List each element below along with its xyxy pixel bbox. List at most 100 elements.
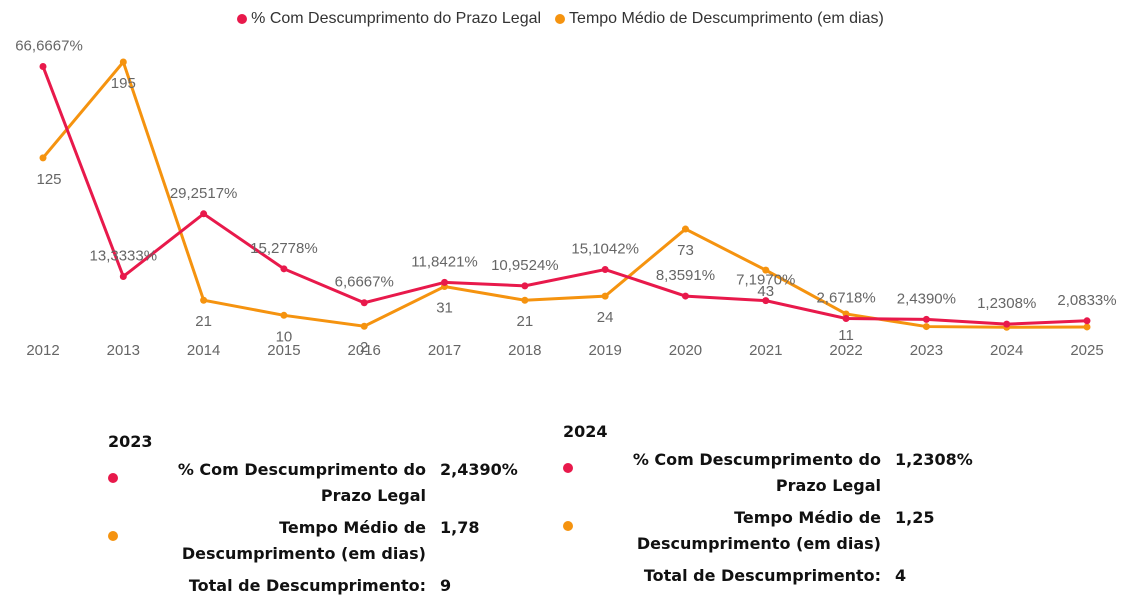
data-label: 7,1970% xyxy=(736,272,795,289)
tooltip-row: Total de Descumprimento: 4 xyxy=(563,563,973,589)
tooltip-label: % Com Descumprimento do Prazo Legal xyxy=(177,460,426,505)
tooltip-dot xyxy=(563,521,573,531)
point xyxy=(601,266,609,274)
point xyxy=(39,62,47,70)
point xyxy=(762,266,770,274)
data-label: 15,1042% xyxy=(571,240,639,257)
tooltip-dot-cell xyxy=(563,505,581,557)
tooltip-dot-cell xyxy=(108,573,126,599)
point xyxy=(601,292,609,300)
point xyxy=(360,299,368,307)
data-label: 15,2778% xyxy=(250,240,318,257)
data-label: 6,6667% xyxy=(335,274,394,291)
data-label: 125 xyxy=(36,171,61,188)
data-label: 2,4390% xyxy=(897,290,956,307)
legend-item: % Com Descumprimento do Prazo Legal xyxy=(237,10,541,28)
series-line xyxy=(41,58,1088,329)
legend-label: Tempo Médio de Descumprimento (em dias) xyxy=(569,10,884,27)
data-label: 13,3333% xyxy=(90,247,158,264)
x-tick-label: 2013 xyxy=(107,342,140,359)
point xyxy=(119,272,127,280)
tooltip-value: 4 xyxy=(895,566,907,585)
data-label: 2 xyxy=(360,339,368,356)
series-line xyxy=(41,65,1088,326)
data-label: 11 xyxy=(838,327,854,344)
x-tick-label: 2018 xyxy=(508,342,541,359)
data-label: 43 xyxy=(757,283,774,300)
point xyxy=(1083,317,1091,325)
tooltip-row: Tempo Médio de Descumprimento (em dias) 1… xyxy=(108,515,518,567)
data-label: 29,2517% xyxy=(170,185,238,202)
x-tick-label: 2012 xyxy=(26,342,59,359)
point xyxy=(681,225,689,233)
legend-label: % Com Descumprimento do Prazo Legal xyxy=(251,10,542,27)
data-label: 10,9524% xyxy=(491,257,559,274)
data-label: 66,6667% xyxy=(15,37,83,54)
point xyxy=(1003,320,1011,328)
tooltip-label: Total de Descumprimento: xyxy=(188,576,426,595)
point xyxy=(441,278,449,286)
point xyxy=(200,210,208,218)
x-tick-label: 2019 xyxy=(588,342,621,359)
point xyxy=(280,311,288,319)
tooltip-value: 1,78 xyxy=(440,518,480,537)
tooltip-label: Total de Descumprimento: xyxy=(643,566,881,585)
legend-item: Tempo Médio de Descumprimento (em dias) xyxy=(555,10,884,28)
tooltip-value: 2,4390% xyxy=(440,460,518,479)
tooltip-title: 2024 xyxy=(563,422,608,441)
tooltip-row: % Com Descumprimento do Prazo Legal 2,439… xyxy=(108,457,518,509)
point xyxy=(200,296,208,304)
tooltip-row: Total de Descumprimento: 9 xyxy=(108,573,518,599)
data-label: 24 xyxy=(597,309,614,326)
point xyxy=(39,154,47,162)
point xyxy=(681,292,689,300)
data-label: 11,8421% xyxy=(411,253,477,270)
tooltip: 2024 % Com Descumprimento do Prazo Legal 1… xyxy=(563,422,973,595)
legend: % Com Descumprimento do Prazo Legal Tempo… xyxy=(0,10,1121,28)
data-label: 21 xyxy=(517,313,534,330)
data-label: 21 xyxy=(195,313,212,330)
tooltip-label: % Com Descumprimento do Prazo Legal xyxy=(632,450,881,495)
x-tick-label: 2015 xyxy=(267,342,300,359)
tooltip-value: 1,2308% xyxy=(895,450,973,469)
point xyxy=(521,282,529,290)
tooltip-label: Tempo Médio de Descumprimento (em dias) xyxy=(636,508,881,553)
data-label: 2,0833% xyxy=(1057,292,1116,309)
data-label: 73 xyxy=(677,242,694,259)
point xyxy=(1083,323,1091,331)
tooltip-dot-cell xyxy=(108,515,126,567)
point xyxy=(922,315,930,323)
tooltip-dot-cell xyxy=(563,563,581,589)
x-tick-label: 2014 xyxy=(187,342,220,359)
tooltip-row: % Com Descumprimento do Prazo Legal 1,230… xyxy=(563,447,973,499)
legend-dot xyxy=(237,14,248,24)
tooltip-dot xyxy=(108,531,118,541)
x-tick-label: 2021 xyxy=(749,342,782,359)
data-label: 2,6718% xyxy=(816,289,875,306)
tooltip-dot-cell xyxy=(108,457,126,509)
point xyxy=(842,314,850,322)
x-tick-label: 2017 xyxy=(428,342,461,359)
x-tick-label: 2023 xyxy=(910,342,943,359)
data-label: 195 xyxy=(111,75,136,92)
data-label: 10 xyxy=(276,328,293,345)
point xyxy=(119,58,127,66)
point xyxy=(360,322,368,330)
tooltip-value: 1,25 xyxy=(895,508,935,527)
tooltip-label: Tempo Médio de Descumprimento (em dias) xyxy=(181,518,426,563)
point xyxy=(922,323,930,331)
data-label: 1,2308% xyxy=(977,295,1036,312)
data-label: 31 xyxy=(436,300,453,317)
point xyxy=(280,265,288,273)
tooltip: 2023 % Com Descumprimento do Prazo Legal 2… xyxy=(108,432,518,605)
legend-dot xyxy=(555,14,566,24)
x-tick-label: 2016 xyxy=(348,342,381,359)
x-tick-label: 2020 xyxy=(669,342,702,359)
data-label: 8,3591% xyxy=(656,267,715,284)
point xyxy=(762,297,770,305)
tooltip-dot xyxy=(108,473,118,483)
chart: 2012 2013 2014 2015 2016 2017 2018 2019 2020 2021… xyxy=(15,37,1116,359)
tooltip-title: 2023 xyxy=(108,432,153,451)
x-tick-label: 2022 xyxy=(829,342,862,359)
